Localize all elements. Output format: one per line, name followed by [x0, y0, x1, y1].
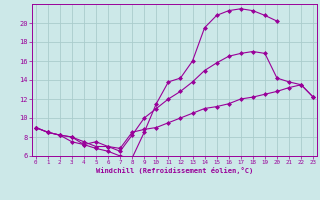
- X-axis label: Windchill (Refroidissement éolien,°C): Windchill (Refroidissement éolien,°C): [96, 167, 253, 174]
